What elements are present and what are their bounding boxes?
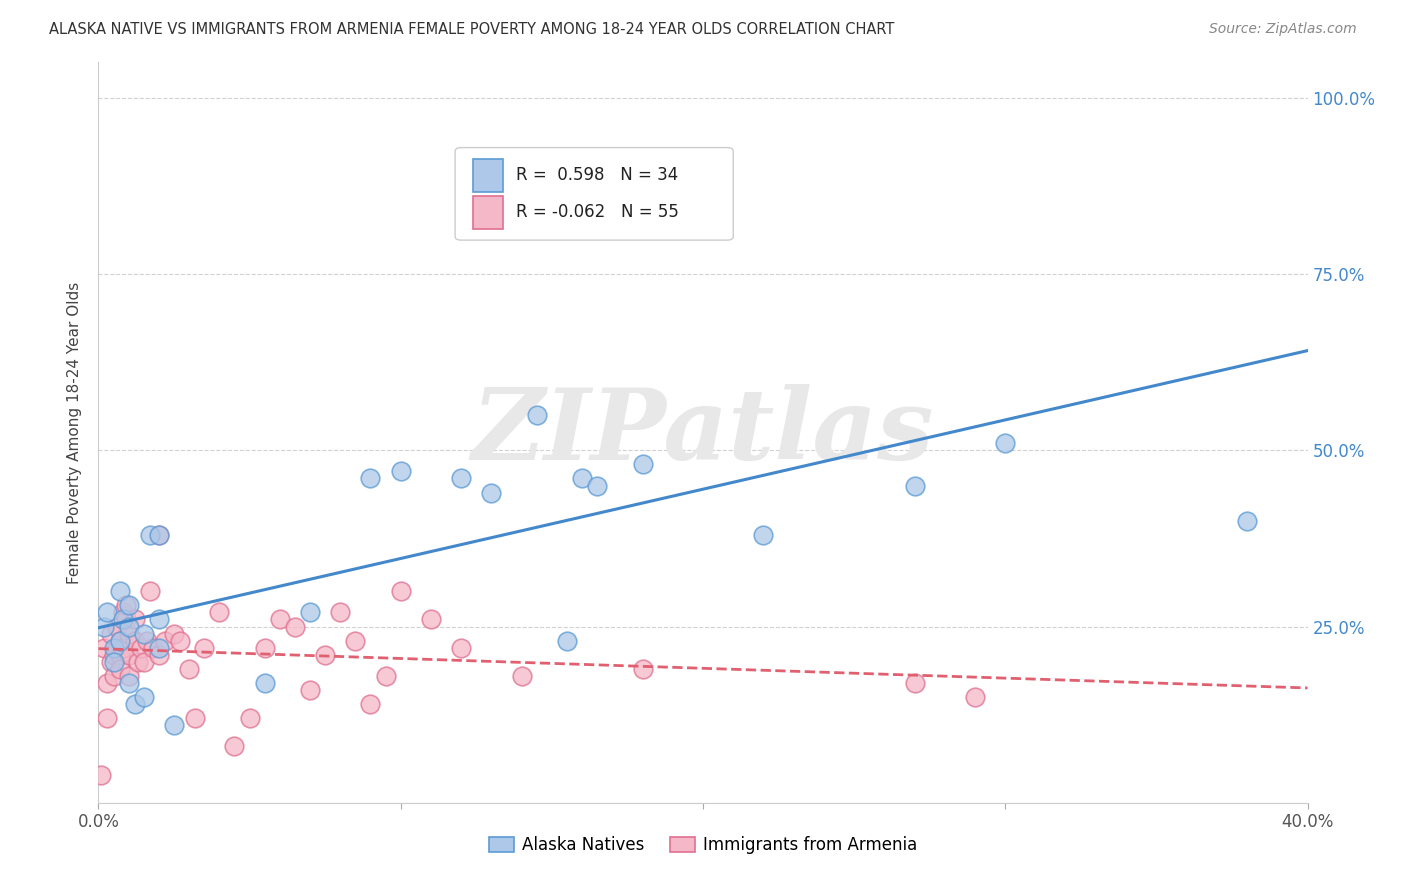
Point: [208, 606, 231, 620]
Point: [108, 633, 131, 648]
Point: [108, 633, 131, 648]
Point: [142, 640, 165, 655]
Point: [103, 648, 125, 662]
Point: [965, 690, 987, 704]
Point: [153, 633, 176, 648]
Point: [344, 633, 367, 648]
Point: [148, 528, 170, 542]
Y-axis label: Female Poverty Among 18-24 Year Olds: Female Poverty Among 18-24 Year Olds: [67, 282, 83, 583]
Point: [555, 633, 578, 648]
Point: [163, 626, 186, 640]
Point: [299, 606, 322, 620]
Point: [111, 612, 134, 626]
Point: [526, 408, 548, 422]
Point: [111, 606, 134, 620]
Point: [148, 612, 170, 626]
Point: [420, 612, 443, 626]
Point: [135, 633, 157, 648]
Point: [329, 606, 352, 620]
Text: R =  0.598   N = 34: R = 0.598 N = 34: [516, 166, 678, 185]
Point: [193, 640, 215, 655]
Point: [93, 619, 115, 633]
Point: [124, 633, 146, 648]
Point: [129, 640, 152, 655]
Text: Source: ZipAtlas.com: Source: ZipAtlas.com: [1209, 22, 1357, 37]
Point: [450, 640, 472, 655]
Point: [124, 697, 146, 711]
Point: [389, 464, 412, 478]
Point: [253, 676, 276, 690]
Point: [253, 640, 276, 655]
Point: [96, 676, 118, 690]
FancyBboxPatch shape: [456, 147, 734, 240]
Text: ALASKA NATIVE VS IMMIGRANTS FROM ARMENIA FEMALE POVERTY AMONG 18-24 YEAR OLDS CO: ALASKA NATIVE VS IMMIGRANTS FROM ARMENIA…: [49, 22, 894, 37]
Point: [118, 676, 141, 690]
Point: [132, 655, 155, 669]
Point: [105, 640, 128, 655]
Point: [103, 669, 125, 683]
Point: [108, 648, 131, 662]
Point: [179, 662, 201, 676]
Point: [96, 606, 118, 620]
Point: [571, 471, 593, 485]
Bar: [474, 195, 503, 229]
Point: [904, 676, 927, 690]
Point: [752, 528, 775, 542]
Point: [96, 711, 118, 725]
Point: [114, 612, 136, 626]
Point: [114, 599, 136, 613]
Point: [169, 633, 191, 648]
Point: [374, 669, 396, 683]
Point: [103, 655, 125, 669]
Point: [389, 584, 412, 599]
Point: [103, 640, 125, 655]
Point: [692, 196, 714, 211]
Point: [631, 458, 654, 472]
Point: [994, 436, 1017, 450]
Point: [163, 718, 186, 732]
Point: [127, 655, 149, 669]
Point: [118, 669, 141, 683]
Point: [510, 669, 533, 683]
Point: [105, 619, 128, 633]
Point: [239, 711, 262, 725]
Point: [450, 471, 472, 485]
Point: [108, 662, 131, 676]
Point: [90, 767, 112, 781]
Point: [132, 690, 155, 704]
Point: [139, 528, 162, 542]
Point: [118, 599, 141, 613]
Point: [1236, 514, 1258, 528]
Point: [118, 619, 141, 633]
Point: [148, 640, 170, 655]
Legend: Alaska Natives, Immigrants from Armenia: Alaska Natives, Immigrants from Armenia: [482, 830, 924, 861]
Point: [118, 626, 141, 640]
Point: [481, 485, 503, 500]
Point: [108, 584, 131, 599]
Point: [586, 478, 609, 492]
Point: [299, 683, 322, 698]
Point: [132, 626, 155, 640]
Point: [93, 640, 115, 655]
Point: [118, 648, 141, 662]
Text: ZIPatlas: ZIPatlas: [472, 384, 934, 481]
Point: [224, 739, 246, 754]
Text: R = -0.062   N = 55: R = -0.062 N = 55: [516, 203, 679, 221]
Point: [360, 471, 382, 485]
Point: [284, 619, 307, 633]
Point: [111, 640, 134, 655]
Point: [314, 648, 336, 662]
Point: [360, 697, 382, 711]
Point: [148, 648, 170, 662]
Point: [100, 655, 122, 669]
Point: [100, 626, 122, 640]
Point: [148, 528, 170, 542]
Point: [904, 478, 927, 492]
Bar: [474, 159, 503, 192]
Point: [269, 612, 291, 626]
Point: [184, 711, 207, 725]
Point: [124, 612, 146, 626]
Point: [139, 584, 162, 599]
Point: [631, 662, 654, 676]
